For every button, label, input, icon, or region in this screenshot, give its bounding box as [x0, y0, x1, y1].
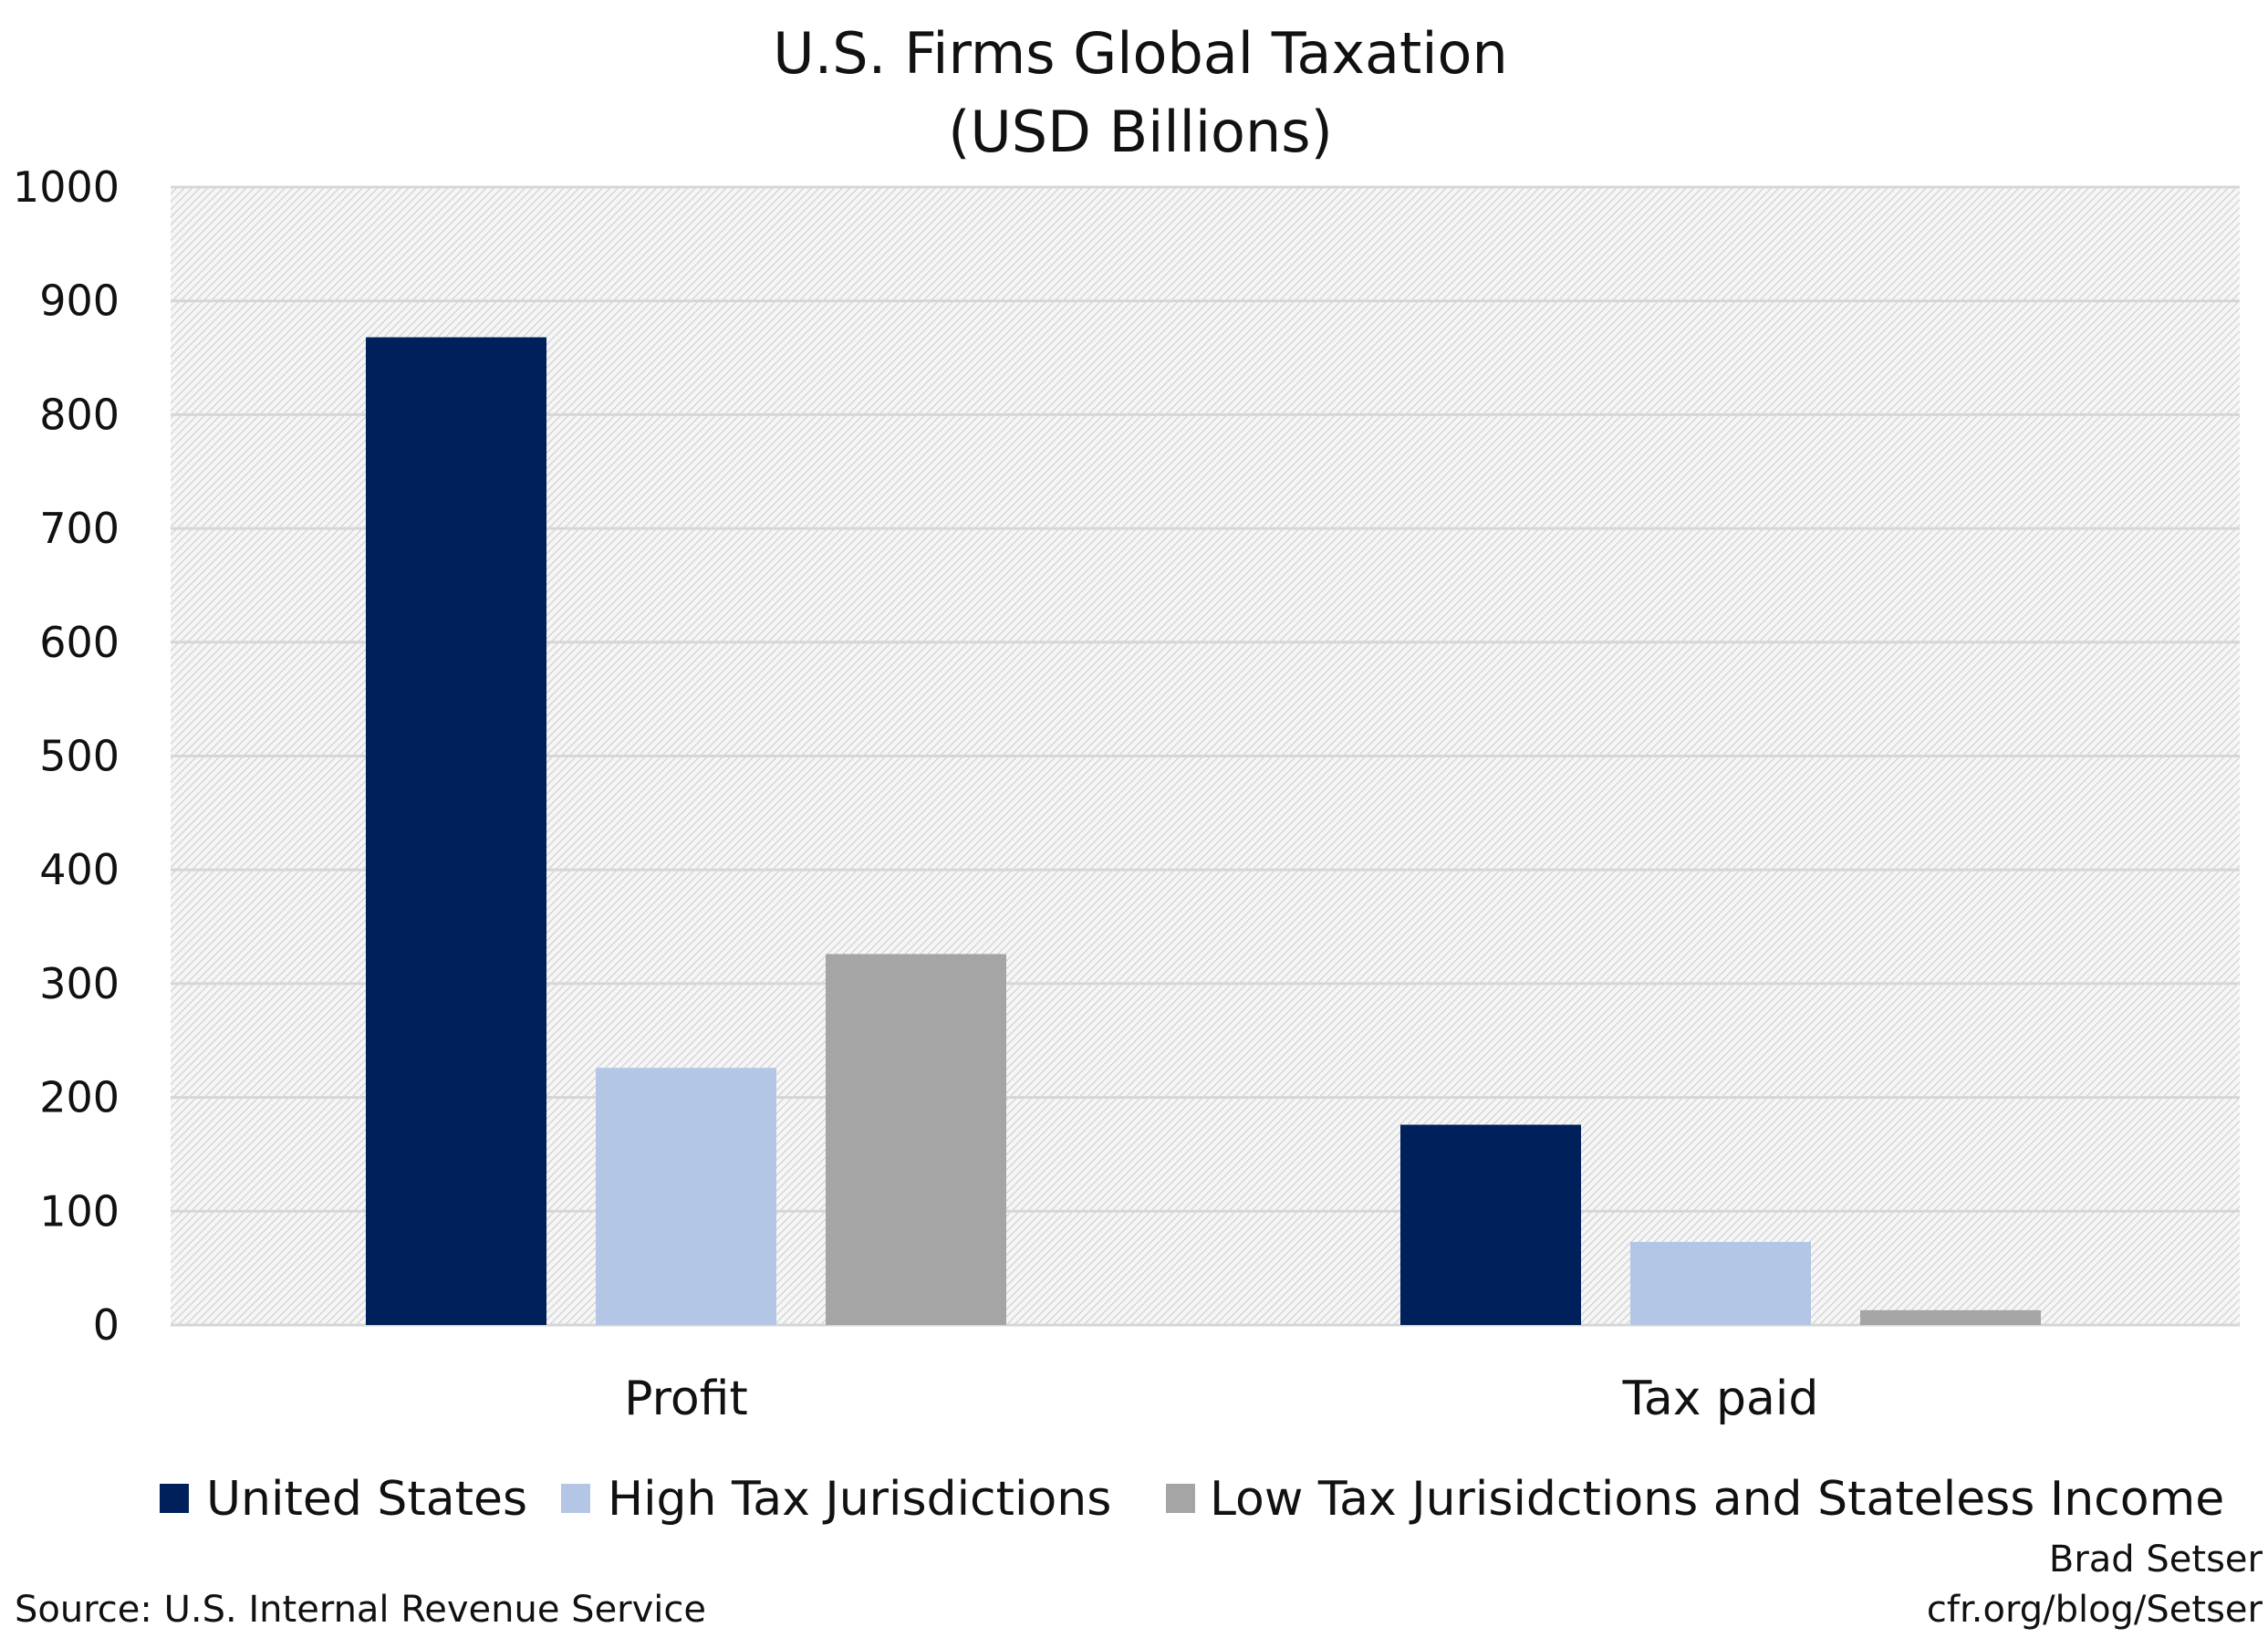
y-tick-label: 500 — [39, 732, 120, 781]
y-tick-label: 600 — [39, 618, 120, 667]
legend-swatch — [561, 1484, 590, 1513]
y-tick-label: 700 — [39, 504, 120, 553]
bar-profit-2 — [826, 954, 1006, 1325]
credit-url: cfr.org/blog/Setser — [1927, 1589, 2263, 1631]
y-tick-label: 100 — [39, 1186, 120, 1236]
legend-label: Low Tax Jurisidctions and Stateless Inco… — [1210, 1472, 2224, 1527]
y-tick-label: 900 — [39, 276, 120, 326]
x-category-label: Profit — [624, 1372, 748, 1426]
source-note: Source: U.S. Internal Revenue Service — [15, 1589, 706, 1631]
chart-title: U.S. Firms Global Taxation — [773, 20, 1508, 87]
y-tick-label: 0 — [93, 1300, 120, 1350]
y-tick-label: 200 — [39, 1073, 120, 1122]
bar-profit-0 — [366, 337, 546, 1325]
bar-tax-paid-0 — [1400, 1124, 1581, 1325]
legend-label: High Tax Jurisdictions — [608, 1472, 1111, 1527]
y-tick-label: 300 — [39, 959, 120, 1008]
y-tick-label: 400 — [39, 845, 120, 894]
legend-swatch — [1166, 1484, 1195, 1513]
bar-profit-1 — [596, 1068, 776, 1325]
credit-author: Brad Setser — [2049, 1539, 2263, 1581]
chart-subtitle: (USD Billions) — [948, 99, 1333, 165]
bar-tax-paid-1 — [1630, 1241, 1811, 1325]
legend-label: United States — [206, 1472, 527, 1527]
x-category-label: Tax paid — [1622, 1372, 1819, 1426]
y-tick-label: 800 — [39, 390, 120, 439]
y-tick-label: 1000 — [13, 162, 120, 212]
legend-swatch — [160, 1484, 189, 1513]
bar-tax-paid-2 — [1860, 1309, 2041, 1325]
